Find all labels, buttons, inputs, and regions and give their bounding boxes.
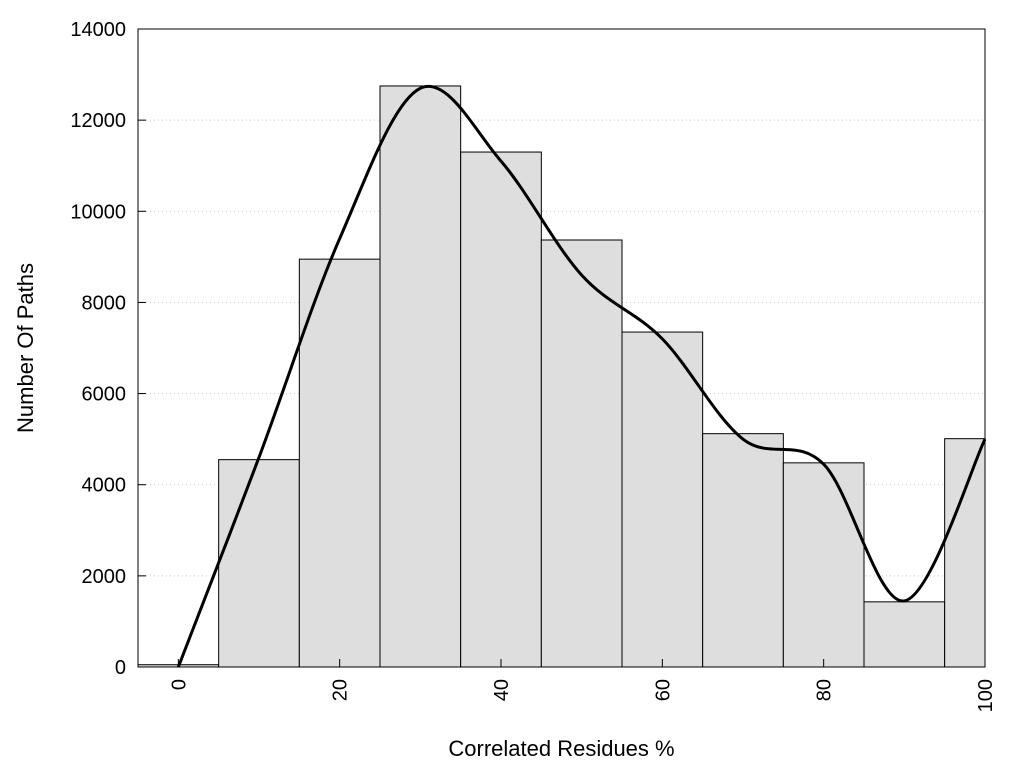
y-tick-label: 10000 (70, 201, 126, 223)
y-tick-label: 4000 (82, 475, 127, 497)
histogram-bars (137, 85, 986, 668)
y-axis-ticks: 0 2000 4000 6000 8000 10000 12000 14000 (70, 19, 146, 679)
bar (621, 331, 704, 668)
bar (944, 438, 986, 668)
y-axis-label: Number Of Paths (13, 263, 38, 433)
x-tick-label: 100 (975, 679, 997, 712)
density-curve (176, 84, 987, 668)
x-tick-label: 60 (652, 679, 674, 701)
bar (540, 239, 623, 668)
bar (782, 462, 865, 668)
y-tick-label: 0 (115, 657, 126, 679)
bar (460, 151, 542, 668)
y-tick-label: 2000 (82, 566, 127, 588)
x-axis-ticks: 0 20 40 60 80 100 (168, 659, 997, 712)
y-tick-label: 12000 (70, 110, 126, 132)
x-axis-label: Correlated Residues % (448, 736, 674, 761)
bar (863, 601, 946, 668)
y-tick-label: 14000 (70, 19, 126, 41)
y-tick-label: 6000 (82, 384, 127, 406)
bar (298, 258, 381, 668)
bar (379, 85, 462, 668)
density-line (176, 84, 987, 668)
bar (218, 459, 300, 668)
plot-frame (137, 28, 986, 668)
x-tick-label: 0 (168, 679, 190, 690)
y-tick-label: 8000 (82, 292, 127, 314)
bar (702, 433, 784, 668)
x-tick-label: 40 (491, 679, 513, 701)
x-tick-label: 80 (814, 679, 836, 701)
x-tick-label: 20 (330, 679, 352, 701)
